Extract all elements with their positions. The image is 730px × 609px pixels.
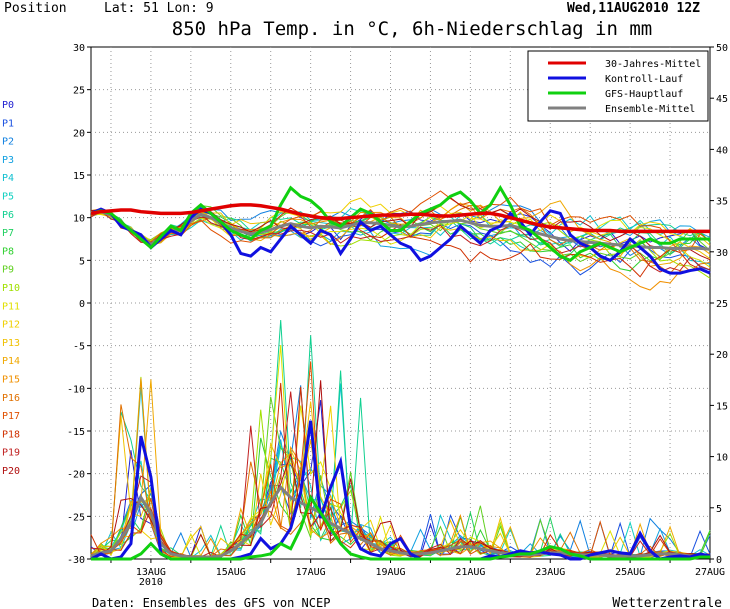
left-tick-label: 15 xyxy=(73,171,85,182)
precip-line-ensemble-mittel xyxy=(90,484,710,559)
lat-lon: Lat: 51 Lon: 9 xyxy=(104,1,214,16)
right-tick-label: 20 xyxy=(716,350,728,361)
x-tick-label: 27AUG xyxy=(695,567,725,578)
member-label: P14 xyxy=(2,356,20,367)
member-labels: P0 P1 P2 P3 P4 P5 P6 P7 P8 P9 P10 P11 P12 P13 P14 P15 P1… xyxy=(2,100,20,477)
right-tick-label: 50 xyxy=(716,43,728,54)
x-tick-label: 23AUG xyxy=(535,567,565,578)
right-tick-label: 35 xyxy=(716,197,728,208)
right-tick-label: 5 xyxy=(716,504,722,515)
position-label: Position xyxy=(4,1,67,16)
member-label: P19 xyxy=(2,448,20,459)
left-tick-label: -15 xyxy=(67,427,85,438)
member-label: P18 xyxy=(2,429,20,440)
right-tick-label: 30 xyxy=(716,248,728,259)
run-date: Wed,11AUG2010 12Z xyxy=(567,1,700,16)
chart-title: 850 hPa Temp. in °C, 6h-Niederschlag in … xyxy=(172,18,652,40)
right-tick-label: 0 xyxy=(716,555,722,566)
member-label: P9 xyxy=(2,265,14,276)
legend-label-control: Kontroll-Lauf xyxy=(605,74,683,85)
member-label: P15 xyxy=(2,375,20,386)
legend: 30-Jahres-Mittel Kontroll-Lauf GFS-Haupt… xyxy=(527,50,709,122)
member-label: P5 xyxy=(2,192,14,203)
member-label: P17 xyxy=(2,411,20,422)
member-temp-line xyxy=(90,197,711,246)
right-tick-label: 10 xyxy=(716,453,728,464)
axes: 302520151050-5-10-15-20-25-3050454035302… xyxy=(67,43,728,588)
member-label: P11 xyxy=(2,301,20,312)
member-label: P0 xyxy=(2,100,14,111)
member-label: P3 xyxy=(2,155,14,166)
temp-line-ensemble-mittel xyxy=(90,210,711,251)
x-tick-label: 13AUG xyxy=(136,567,166,578)
x-tick-label: 19AUG xyxy=(375,567,405,578)
member-label: P1 xyxy=(2,118,14,129)
data-source: Daten: Ensembles des GFS von NCEP xyxy=(92,596,330,609)
x-tick-sublabel: 2010 xyxy=(139,577,163,588)
left-tick-label: 30 xyxy=(73,43,85,54)
precip-line-gfs-hauptlauf xyxy=(91,494,710,561)
left-tick-label: -25 xyxy=(67,512,85,523)
temp-line-30-jahres-mittel xyxy=(90,203,710,234)
left-tick-label: 25 xyxy=(73,86,85,97)
right-tick-label: 15 xyxy=(716,401,728,412)
left-tick-label: -5 xyxy=(73,342,85,353)
member-label: P6 xyxy=(2,210,14,221)
right-tick-label: 40 xyxy=(716,145,728,156)
member-label: P4 xyxy=(2,173,14,184)
x-tick-label: 21AUG xyxy=(455,567,485,578)
left-tick-label: 20 xyxy=(73,128,85,139)
left-tick-label: 0 xyxy=(79,299,85,310)
member-label: P13 xyxy=(2,338,20,349)
member-label: P7 xyxy=(2,228,14,239)
legend-label-gfs: GFS-Hauptlauf xyxy=(605,89,683,100)
plot-frame xyxy=(90,46,711,560)
x-tick-label: 15AUG xyxy=(216,567,246,578)
main-series-lines xyxy=(90,184,711,561)
member-label: P8 xyxy=(2,246,14,257)
left-tick-label: 10 xyxy=(73,214,85,225)
legend-label-climate: 30-Jahres-Mittel xyxy=(605,59,701,70)
left-tick-label: -20 xyxy=(67,470,85,481)
member-temp-line xyxy=(90,190,711,252)
left-tick-label: -10 xyxy=(67,384,85,395)
member-label: P10 xyxy=(2,283,20,294)
temp-line-kontroll-lauf xyxy=(90,207,711,275)
brand: Wetterzentrale xyxy=(612,596,722,609)
legend-label-mean: Ensemble-Mittel xyxy=(605,104,695,115)
grid xyxy=(91,47,710,559)
left-tick-label: 5 xyxy=(79,256,85,267)
member-label: P2 xyxy=(2,137,14,148)
member-label: P12 xyxy=(2,320,20,331)
member-label: P20 xyxy=(2,466,20,477)
x-tick-label: 17AUG xyxy=(296,567,326,578)
x-tick-label: 25AUG xyxy=(615,567,645,578)
right-tick-label: 25 xyxy=(716,299,728,310)
member-label: P16 xyxy=(2,393,20,404)
left-tick-label: -30 xyxy=(67,555,85,566)
right-tick-label: 45 xyxy=(716,94,728,105)
